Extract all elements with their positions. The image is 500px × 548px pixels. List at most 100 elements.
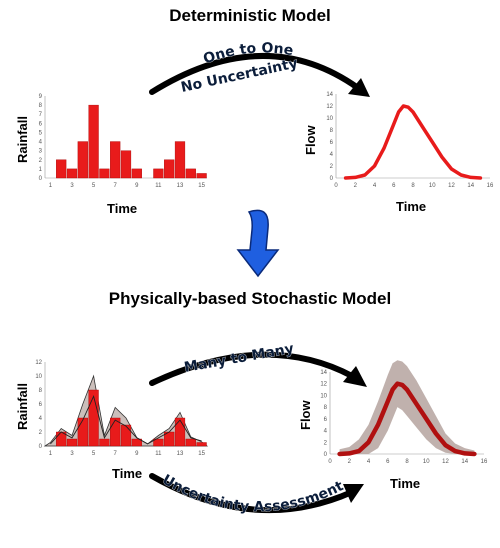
- x-tick-label: 9: [135, 451, 139, 457]
- x-tick-label: 11: [155, 183, 162, 189]
- x-tick-label: 8: [411, 183, 415, 189]
- rainfall-bar: [185, 438, 196, 447]
- y-tick-label: 2: [330, 164, 334, 170]
- x-tick-label: 0: [328, 459, 332, 465]
- x-tick-label: 12: [448, 183, 455, 189]
- time-axis-label-bottom-left: Time: [112, 466, 143, 481]
- y-tick-label: 8: [324, 405, 328, 411]
- x-tick-label: 10: [423, 459, 430, 465]
- x-tick-label: 1: [49, 183, 53, 189]
- top-arrowhead: [348, 78, 370, 97]
- rainfall-bar: [77, 141, 88, 179]
- rainfall-bar: [99, 168, 110, 179]
- rainfall-bar: [56, 159, 67, 179]
- x-tick-label: 13: [177, 183, 184, 189]
- y-tick-label: 5: [39, 130, 43, 136]
- x-tick-label: 8: [405, 459, 409, 465]
- y-tick-label: 4: [324, 429, 328, 435]
- time-axis-label-top-left: Time: [107, 201, 138, 216]
- rainfall-bar: [77, 417, 88, 447]
- y-tick-label: 2: [39, 430, 43, 436]
- x-tick-label: 7: [114, 451, 118, 457]
- rainfall-bar: [120, 424, 132, 447]
- x-tick-label: 13: [177, 451, 184, 457]
- rainfall-bar: [131, 438, 142, 447]
- rainfall-bar: [153, 438, 164, 447]
- x-tick-label: 2: [348, 459, 352, 465]
- x-tick-label: 16: [481, 459, 488, 465]
- y-tick-label: 0: [39, 444, 43, 450]
- rainfall-bar: [196, 173, 207, 179]
- y-tick-label: 10: [326, 116, 333, 122]
- rainfall-bar: [153, 168, 164, 179]
- y-tick-label: 10: [35, 374, 42, 380]
- x-tick-label: 5: [92, 183, 96, 189]
- rainfall-bar: [88, 104, 99, 179]
- y-tick-label: 8: [39, 103, 43, 109]
- rainfall-bar: [174, 417, 186, 447]
- y-tick-label: 3: [39, 149, 43, 155]
- y-tick-label: 0: [330, 176, 334, 182]
- y-tick-label: 10: [320, 393, 327, 399]
- no-uncertainty-label: No Uncertainty: [180, 56, 300, 96]
- bottom-lower-curved-arrow: [149, 473, 355, 514]
- rainfall-mean-line: [50, 394, 202, 445]
- y-tick-label: 14: [320, 370, 327, 376]
- bottom-upper-curved-arrow: [149, 351, 355, 386]
- x-tick-label: 3: [70, 451, 74, 457]
- y-tick-label: 4: [39, 140, 43, 146]
- x-tick-label: 16: [487, 183, 494, 189]
- x-tick-label: 10: [429, 183, 436, 189]
- stochastic-flow-chart: 0 2 4 6 8 10 12 14 0 2 4 6 8 10 12 14 16: [320, 360, 488, 465]
- x-tick-label: 15: [198, 451, 205, 457]
- rainfall-bar: [66, 168, 78, 179]
- y-tick-label: 8: [39, 388, 43, 394]
- x-tick-label: 4: [367, 459, 371, 465]
- transition-arrow: [236, 209, 280, 278]
- rainfall-bar: [110, 417, 121, 447]
- y-tick-label: 1: [39, 167, 43, 173]
- many-to-many-label: Many to Many: [183, 341, 295, 376]
- flow-series-line: [343, 104, 483, 180]
- flow-series-line: [337, 381, 477, 457]
- y-tick-label: 6: [39, 121, 43, 127]
- rainfall-bar: [110, 141, 121, 179]
- x-tick-label: 4: [373, 183, 377, 189]
- y-tick-label: 14: [326, 92, 333, 98]
- y-tick-label: 7: [39, 112, 43, 118]
- bottom-upper-arrowhead: [343, 366, 367, 387]
- y-tick-label: 9: [39, 94, 43, 100]
- y-tick-label: 6: [39, 402, 43, 408]
- x-tick-label: 14: [461, 459, 468, 465]
- deterministic-model-title: Deterministic Model: [169, 6, 331, 25]
- rainfall-bar: [99, 438, 110, 447]
- y-tick-label: 4: [39, 416, 43, 422]
- x-tick-label: 6: [392, 183, 396, 189]
- x-tick-label: 2: [354, 183, 358, 189]
- uncertainty-assessment-label: Uncertainty Assessment: [159, 472, 346, 515]
- y-tick-label: 2: [39, 158, 43, 164]
- bottom-lower-arrowhead: [343, 484, 364, 503]
- y-tick-label: 12: [320, 382, 327, 388]
- rainfall-bar: [185, 168, 196, 179]
- x-tick-label: 5: [92, 451, 96, 457]
- x-tick-label: 6: [386, 459, 390, 465]
- rainfall-bar: [131, 168, 142, 179]
- x-tick-label: 14: [467, 183, 474, 189]
- x-tick-label: 9: [135, 183, 139, 189]
- x-tick-label: 1: [49, 451, 53, 457]
- time-axis-label-top-right: Time: [396, 199, 427, 214]
- y-tick-label: 4: [330, 152, 334, 158]
- x-tick-label: 3: [70, 183, 74, 189]
- rainfall-bar: [88, 389, 99, 447]
- y-tick-label: 6: [324, 417, 328, 423]
- y-tick-label: 12: [326, 104, 333, 110]
- x-tick-label: 0: [334, 183, 338, 189]
- rainfall-bar: [120, 150, 132, 179]
- x-tick-label: 12: [442, 459, 449, 465]
- y-tick-label: 12: [35, 360, 42, 366]
- rainfall-bar: [164, 159, 175, 179]
